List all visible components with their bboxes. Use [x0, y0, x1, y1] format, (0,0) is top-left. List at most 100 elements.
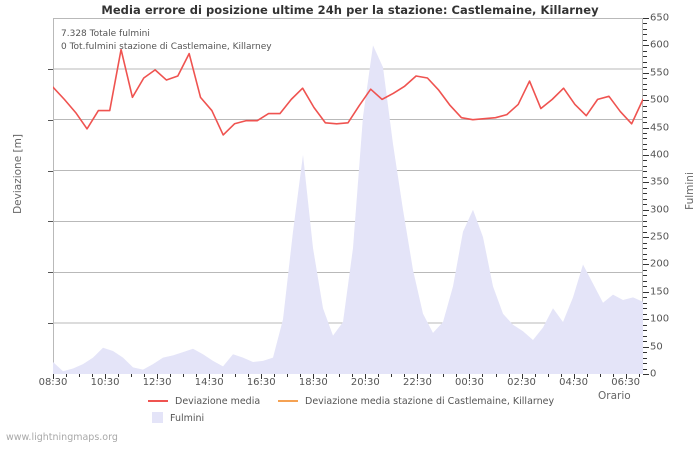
x-axis-tick-label: 08:30 [38, 377, 68, 388]
y-axis-right-label: Fulmini [684, 172, 696, 210]
y-axis-right-tick-label: 250 [650, 231, 670, 243]
x-axis-minor-tick [248, 374, 250, 377]
y-axis-right-tick-label: 100 [650, 313, 670, 325]
y-axis-right-minor-tick [643, 280, 647, 282]
x-axis-minor-tick [287, 374, 289, 377]
x-axis-minor-tick [274, 374, 276, 377]
y-axis-right-tick-label: 350 [650, 176, 670, 188]
x-axis-tick-label: 18:30 [298, 377, 328, 388]
y-axis-right-tick-mark [643, 18, 649, 19]
legend-line-swatch-deviation [148, 399, 168, 402]
legend-item-deviazione-media[interactable]: Deviazione media [148, 396, 260, 407]
y-axis-right-minor-tick [643, 226, 647, 228]
x-axis-minor-tick [534, 374, 536, 377]
y-axis-right-tick-mark [643, 182, 649, 184]
y-axis-right-minor-tick [643, 50, 647, 52]
y-axis-right-minor-tick [643, 231, 647, 233]
y-axis-right-tick-mark [643, 237, 649, 239]
y-axis-right-tick-mark [643, 319, 649, 321]
x-axis-tick-mark [261, 374, 263, 379]
x-axis-tick-mark [417, 374, 419, 379]
y-axis-right-minor-tick [643, 23, 647, 25]
legend-item-station-deviation[interactable]: Deviazione media stazione di Castlemaine… [278, 396, 554, 407]
y-axis-right-tick-mark [643, 209, 649, 211]
x-axis-tick-mark [365, 374, 367, 379]
x-axis-minor-tick [391, 374, 393, 377]
y-axis-right-minor-tick [643, 308, 647, 310]
y-axis-right-minor-tick [643, 39, 647, 41]
y-axis-left-tick-mark [48, 170, 53, 172]
x-axis-minor-tick [456, 374, 458, 377]
y-axis-right-tick-label: 50 [650, 341, 663, 353]
x-axis-minor-tick [508, 374, 510, 377]
x-axis-minor-tick [131, 374, 133, 377]
x-axis-minor-tick [235, 374, 237, 377]
y-axis-left-label: Deviazione [m] [12, 134, 24, 214]
y-axis-right-minor-tick [643, 193, 647, 195]
x-axis-minor-tick [404, 374, 406, 377]
chart-plot-svg [53, 45, 643, 374]
y-axis-right-minor-tick [643, 341, 647, 343]
y-axis-right-minor-tick [643, 111, 647, 113]
legend-area-swatch-fulmini [152, 412, 163, 423]
legend-label-fulmini: Fulmini [170, 412, 205, 424]
y-axis-right-minor-tick [643, 78, 647, 80]
y-axis-right-minor-tick [643, 248, 647, 250]
x-axis-minor-tick [66, 374, 67, 377]
y-axis-right-tick-label: 500 [650, 94, 670, 106]
x-axis-minor-tick [196, 374, 198, 377]
y-axis-right-minor-tick [643, 143, 647, 145]
x-axis-minor-tick [339, 374, 341, 377]
y-axis-right-minor-tick [643, 94, 647, 96]
y-axis-left-tick-mark [48, 272, 53, 274]
x-axis-tick-label: 02:30 [507, 377, 536, 388]
y-axis-right-minor-tick [643, 34, 647, 36]
y-axis-right-tick-label: 600 [650, 39, 670, 51]
station-lightning-text: 0 Tot.fulmini stazione di Castlemaine, K… [61, 42, 272, 52]
x-axis-minor-tick [118, 374, 120, 377]
y-axis-right-minor-tick [643, 160, 647, 162]
legend-item-fulmini[interactable]: Fulmini [148, 412, 204, 424]
x-axis-tick-mark [625, 374, 627, 379]
x-axis-label: Orario [598, 390, 631, 402]
y-axis-right-tick-label: 400 [650, 149, 670, 161]
y-axis-right-minor-tick [643, 67, 647, 69]
x-axis-minor-tick [378, 374, 380, 377]
y-axis-right-tick-mark [643, 100, 649, 102]
y-axis-right-tick-mark [643, 374, 649, 375]
y-axis-right-tick-mark [643, 127, 649, 129]
x-axis-tick-mark [53, 374, 54, 379]
y-axis-right-minor-tick [643, 28, 647, 30]
y-axis-right-minor-tick [643, 116, 647, 118]
y-axis-right-minor-tick [643, 297, 647, 299]
x-axis-minor-tick [183, 374, 185, 377]
y-axis-right-tick-label: 300 [650, 204, 670, 216]
y-axis-left-tick-mark [48, 323, 53, 325]
y-axis-right-minor-tick [643, 198, 647, 200]
x-axis-tick-mark [157, 374, 159, 379]
y-axis-right-minor-tick [643, 176, 647, 178]
y-axis-right-tick-mark [643, 264, 649, 266]
x-axis-minor-tick [599, 374, 601, 377]
y-axis-left-tick-mark [48, 221, 53, 223]
y-axis-right-minor-tick [643, 242, 647, 244]
x-axis-minor-tick [482, 374, 484, 377]
x-axis-tick-label: 16:30 [246, 377, 276, 388]
x-axis-minor-tick [222, 374, 224, 377]
y-axis-right-minor-tick [643, 105, 647, 107]
y-axis-right-minor-tick [643, 89, 647, 91]
y-axis-right-minor-tick [643, 275, 647, 277]
x-axis-minor-tick [170, 374, 172, 377]
x-axis-minor-tick [326, 374, 328, 377]
y-axis-right-minor-tick [643, 335, 647, 337]
x-axis-tick-mark [313, 374, 315, 379]
y-axis-right-minor-tick [643, 286, 647, 288]
y-axis-right-tick-mark [643, 45, 649, 47]
x-axis-minor-tick [92, 374, 94, 377]
x-axis-minor-tick [300, 374, 302, 377]
y-axis-right-minor-tick [643, 133, 647, 134]
legend-line-swatch-station [278, 399, 298, 402]
x-axis-minor-tick [495, 374, 497, 377]
x-axis-minor-tick [586, 374, 588, 377]
